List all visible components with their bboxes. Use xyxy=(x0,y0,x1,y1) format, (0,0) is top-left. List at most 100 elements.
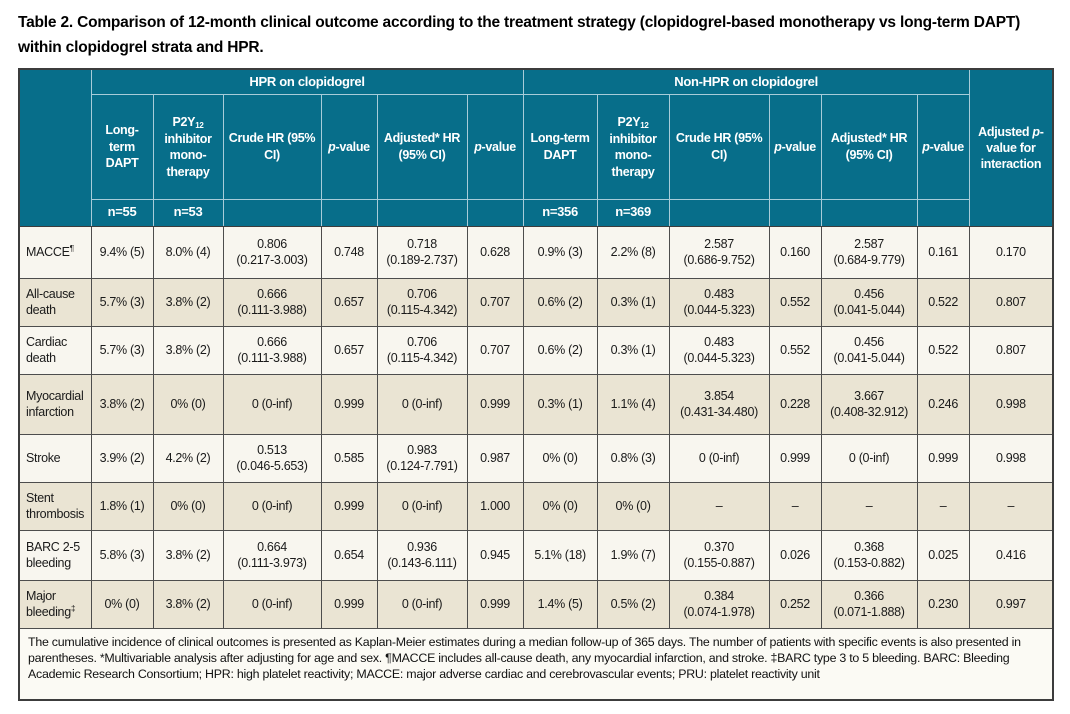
data-cell: 0.456 (0.041-5.044) xyxy=(820,325,918,375)
n-empty-cell xyxy=(320,198,378,227)
data-cell: 0.228 xyxy=(768,373,822,435)
row-label-superscript: ¶ xyxy=(69,242,75,253)
data-cell: 0.161 xyxy=(916,225,970,279)
data-cell: 0.999 xyxy=(320,373,378,435)
row-label-text: MACCE xyxy=(26,245,70,260)
data-cell: 0.999 xyxy=(768,433,822,483)
data-cell: 0.6% (2) xyxy=(522,277,598,327)
table-row: Stroke 3.9% (2) 4.2% (2) 0.513 (0.046-5.653)… xyxy=(18,433,1054,483)
col-header-p-value-crude-hpr: p-value xyxy=(320,93,378,200)
n-empty-cell xyxy=(376,198,468,227)
data-cell: 0.552 xyxy=(768,277,822,327)
n-value-hpr-dapt: n=55 xyxy=(90,198,154,227)
data-cell: 1.9% (7) xyxy=(596,529,670,581)
data-cell: 5.1% (18) xyxy=(522,529,598,581)
data-cell: 0.9% (3) xyxy=(522,225,598,279)
row-label: All-cause death xyxy=(18,277,92,327)
data-cell: 1.1% (4) xyxy=(596,373,670,435)
data-cell: 0.6% (2) xyxy=(522,325,598,375)
data-cell: 0.552 xyxy=(768,325,822,375)
table-row: MACCE¶ 9.4% (5) 8.0% (4) 0.806 (0.217-3.003)… xyxy=(18,225,1054,279)
n-value-non-hpr-mono: n=369 xyxy=(596,198,670,227)
data-cell: 0% (0) xyxy=(596,481,670,531)
col-header-p2y12-mono-non-hpr: P2Y12 inhibitor mono-therapy xyxy=(596,93,670,200)
col-header-long-term-dapt-hpr: Long-term DAPT xyxy=(90,93,154,200)
data-cell: 3.8% (2) xyxy=(90,373,154,435)
data-cell: 0.522 xyxy=(916,325,970,375)
data-cell: 0.807 xyxy=(968,325,1054,375)
data-cell: 0.748 xyxy=(320,225,378,279)
data-cell: 0.252 xyxy=(768,579,822,629)
data-cell: 0.246 xyxy=(916,373,970,435)
data-cell: 0.718 (0.189-2.737) xyxy=(376,225,468,279)
data-cell: – xyxy=(916,481,970,531)
row-label-text: Cardiac death xyxy=(26,334,67,366)
p-suffix: -value xyxy=(335,139,371,154)
data-cell: 0.806 (0.217-3.003) xyxy=(222,225,322,279)
table-body: MACCE¶ 9.4% (5) 8.0% (4) 0.806 (0.217-3.003)… xyxy=(18,225,1054,629)
data-cell: 1.000 xyxy=(466,481,524,531)
n-empty-cell xyxy=(668,198,770,227)
data-cell: 0% (0) xyxy=(90,579,154,629)
p-italic: p xyxy=(922,139,930,154)
data-cell: 0.654 xyxy=(320,529,378,581)
data-cell: 0.160 xyxy=(768,225,822,279)
n-empty-cell xyxy=(916,198,970,227)
col-header-adjusted-hr-non-hpr: Adjusted* HR (95% CI) xyxy=(820,93,918,200)
data-cell: 0.706 (0.115-4.342) xyxy=(376,325,468,375)
data-cell: 0.999 xyxy=(466,373,524,435)
row-label-text: All-cause death xyxy=(26,286,75,318)
p2y-base: P2Y xyxy=(172,114,196,129)
data-cell: 3.9% (2) xyxy=(90,433,154,483)
data-cell: 2.2% (8) xyxy=(596,225,670,279)
data-cell: 0% (0) xyxy=(522,481,598,531)
row-label-text: BARC 2-5 bleeding xyxy=(26,539,80,571)
table-row: Myocardial infarction 3.8% (2) 0% (0) 0 (0-… xyxy=(18,373,1054,435)
n-empty-cell xyxy=(466,198,524,227)
data-cell: 0.456 (0.041-5.044) xyxy=(820,277,918,327)
data-cell: 2.587 (0.684-9.779) xyxy=(820,225,918,279)
table-row: Major bleeding‡ 0% (0) 3.8% (2) 0 (0-inf) 0.… xyxy=(18,579,1054,629)
data-cell: 0.657 xyxy=(320,325,378,375)
data-cell: 0 (0-inf) xyxy=(668,433,770,483)
data-cell: 0.628 xyxy=(466,225,524,279)
data-cell: 0% (0) xyxy=(152,373,224,435)
data-cell: 0.3% (1) xyxy=(522,373,598,435)
data-cell: 3.8% (2) xyxy=(152,579,224,629)
p-suffix: -value xyxy=(929,139,965,154)
footnote: The cumulative incidence of clinical out… xyxy=(18,627,1054,701)
data-cell: 0.483 (0.044-5.323) xyxy=(668,325,770,375)
data-cell: 0% (0) xyxy=(522,433,598,483)
data-cell: 3.854 (0.431-34.480) xyxy=(668,373,770,435)
data-cell: 5.8% (3) xyxy=(90,529,154,581)
data-cell: 0 (0-inf) xyxy=(222,373,322,435)
table-title: Table 2. Comparison of 12-month clinical… xyxy=(18,14,1021,57)
data-cell: 2.587 (0.686-9.752) xyxy=(668,225,770,279)
table-row: BARC 2-5 bleeding 5.8% (3) 3.8% (2) 0.664 (0… xyxy=(18,529,1054,581)
data-cell: 0.3% (1) xyxy=(596,325,670,375)
data-cell: 0.666 (0.111-3.988) xyxy=(222,325,322,375)
data-cell: 4.2% (2) xyxy=(152,433,224,483)
data-cell: 1.8% (1) xyxy=(90,481,154,531)
data-cell: 0.999 xyxy=(320,579,378,629)
corner-cell xyxy=(18,68,92,227)
data-cell: 0 (0-inf) xyxy=(222,579,322,629)
p2y-subscript: 12 xyxy=(195,120,204,130)
n-empty-cell xyxy=(768,198,822,227)
row-label-text: Myocardial infarction xyxy=(26,388,84,420)
row-label: BARC 2-5 bleeding xyxy=(18,529,92,581)
data-cell: 3.8% (2) xyxy=(152,325,224,375)
data-cell: 0.666 (0.111-3.988) xyxy=(222,277,322,327)
data-cell: 0.657 xyxy=(320,277,378,327)
data-cell: 0.999 xyxy=(320,481,378,531)
data-cell: 3.8% (2) xyxy=(152,277,224,327)
table-row: All-cause death 5.7% (3) 3.8% (2) 0.666 (0.1… xyxy=(18,277,1054,327)
data-cell: 0.3% (1) xyxy=(596,277,670,327)
data-cell: 0.998 xyxy=(968,433,1054,483)
p-italic: p xyxy=(328,139,336,154)
data-cell: – xyxy=(668,481,770,531)
p-suffix: -value xyxy=(781,139,817,154)
data-cell: 0.230 xyxy=(916,579,970,629)
row-label: Stroke xyxy=(18,433,92,483)
